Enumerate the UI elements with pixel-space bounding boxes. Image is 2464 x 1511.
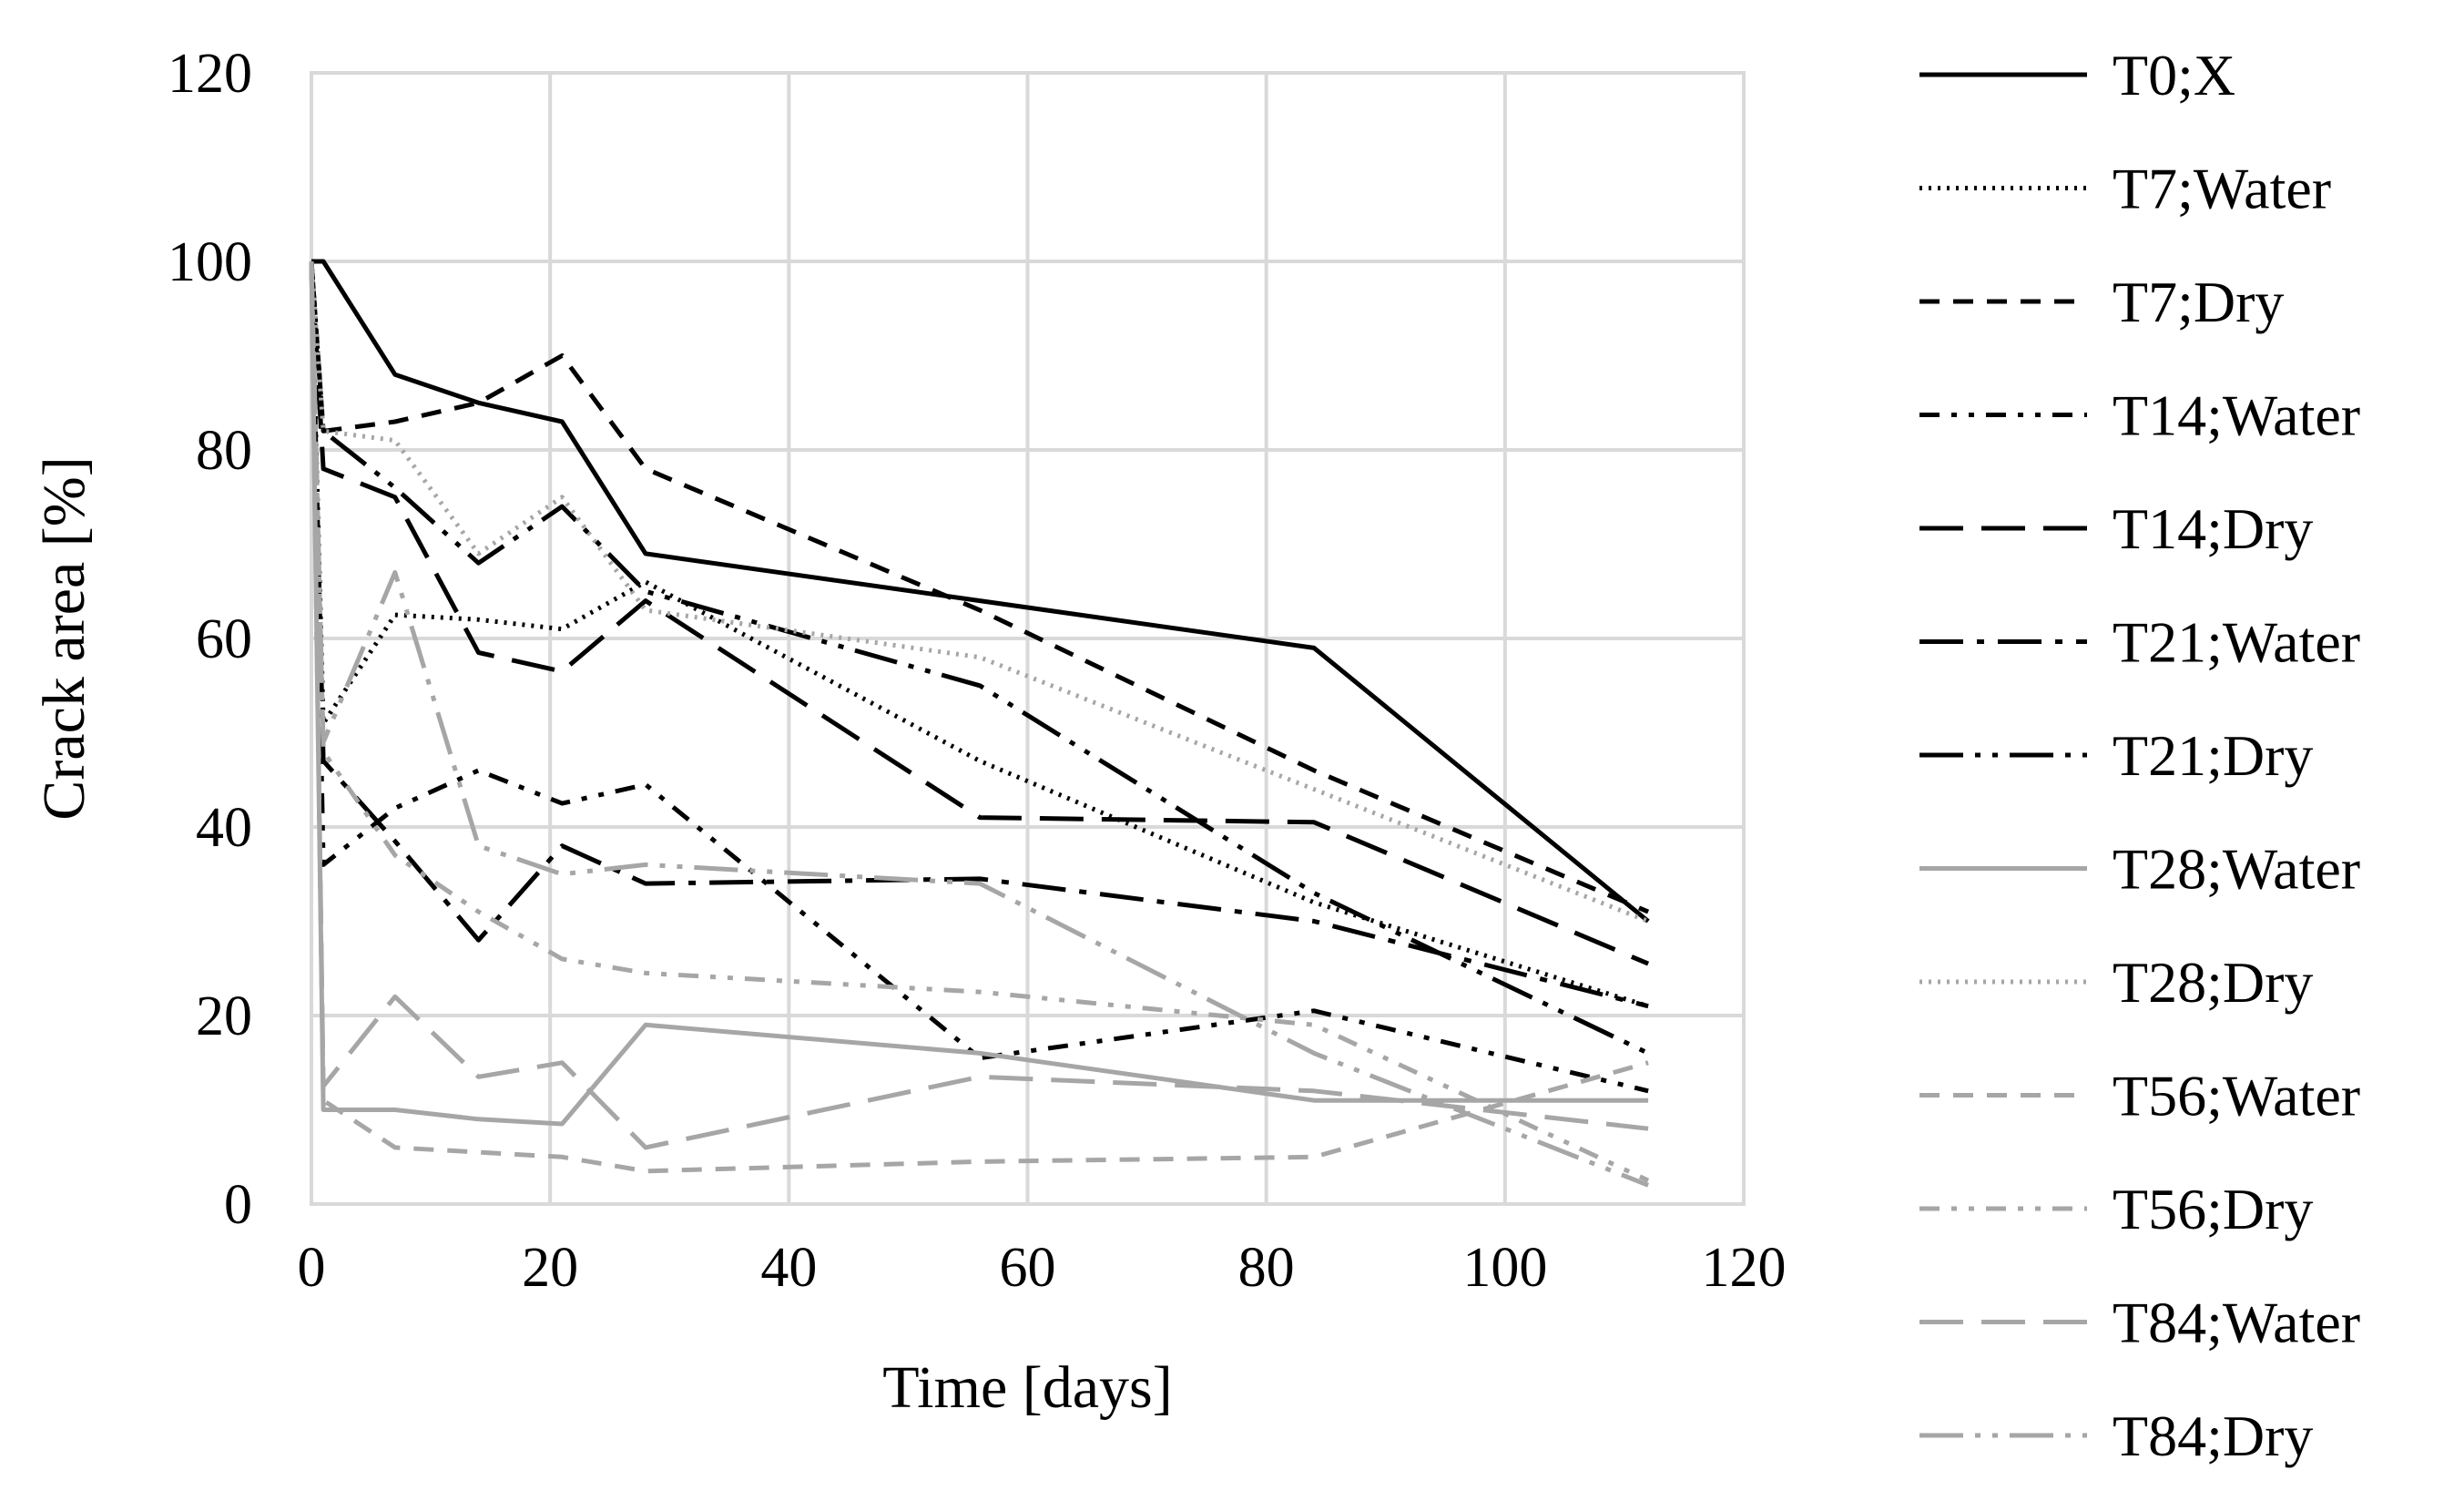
x-axis-title: Time [days] [882,1354,1172,1421]
series-line-0 [311,259,1650,924]
x-tick-label: 80 [1238,1237,1295,1299]
series-line-12 [309,260,1650,1188]
legend-label: T56;Dry [2113,1177,2313,1241]
x-tick-label: 20 [522,1237,578,1299]
legend: T0;X T7;Water T7;Dry T14;Water T14;Dry T21;Wa… [1919,43,2360,1468]
legend-label: T21;Water [2113,610,2360,675]
y-tick-label: 40 [196,797,252,859]
series-lines [309,259,1650,1188]
x-tick-label: 100 [1462,1237,1547,1299]
series-line-3 [309,260,1649,1094]
legend-label: T56;Water [2113,1064,2360,1128]
plot-area-frame [310,71,1746,1206]
series-line-11 [309,260,1649,1150]
legend-label: T21;Dry [2113,723,2313,788]
x-tick-label: 0 [298,1237,326,1299]
legend-label: T28;Water [2113,837,2360,902]
series-line-2 [309,260,1650,914]
y-tick-label: 60 [196,608,252,670]
legend-label: T28;Dry [2113,950,2313,1015]
legend-label: T0;X [2113,43,2235,107]
legend-label: T7;Dry [2113,270,2284,334]
gridlines [310,71,1746,1206]
x-tick-label: 40 [760,1237,817,1299]
x-tick-label: 120 [1702,1237,1787,1299]
y-tick-label: 120 [168,43,252,105]
y-axis-title: Crack area [%] [31,456,97,820]
series-line-8 [309,260,1650,924]
series-line-1 [309,260,1649,1009]
legend-label: T7;Water [2113,157,2331,221]
x-tick-label: 60 [1000,1237,1056,1299]
y-tick-label: 100 [168,231,252,293]
legend-label: T14;Dry [2113,496,2313,561]
series-line-10 [309,260,1650,1183]
legend-label: T84;Water [2113,1291,2360,1355]
series-line-5 [309,260,1649,1009]
legend-label: T14;Water [2113,383,2360,448]
x-axis-ticks: 0 20 40 60 80 100 120 [298,1237,1787,1299]
y-tick-label: 0 [224,1174,252,1236]
series-line-9 [309,260,1649,1174]
series-line-4 [309,260,1650,966]
series-line-7 [309,260,1649,1127]
y-axis-ticks: 0 20 40 60 80 100 120 [168,43,252,1236]
y-tick-label: 20 [196,985,252,1047]
legend-label: T84;Dry [2113,1404,2313,1468]
y-tick-label: 80 [196,420,252,482]
series-line-6 [309,260,1650,1056]
